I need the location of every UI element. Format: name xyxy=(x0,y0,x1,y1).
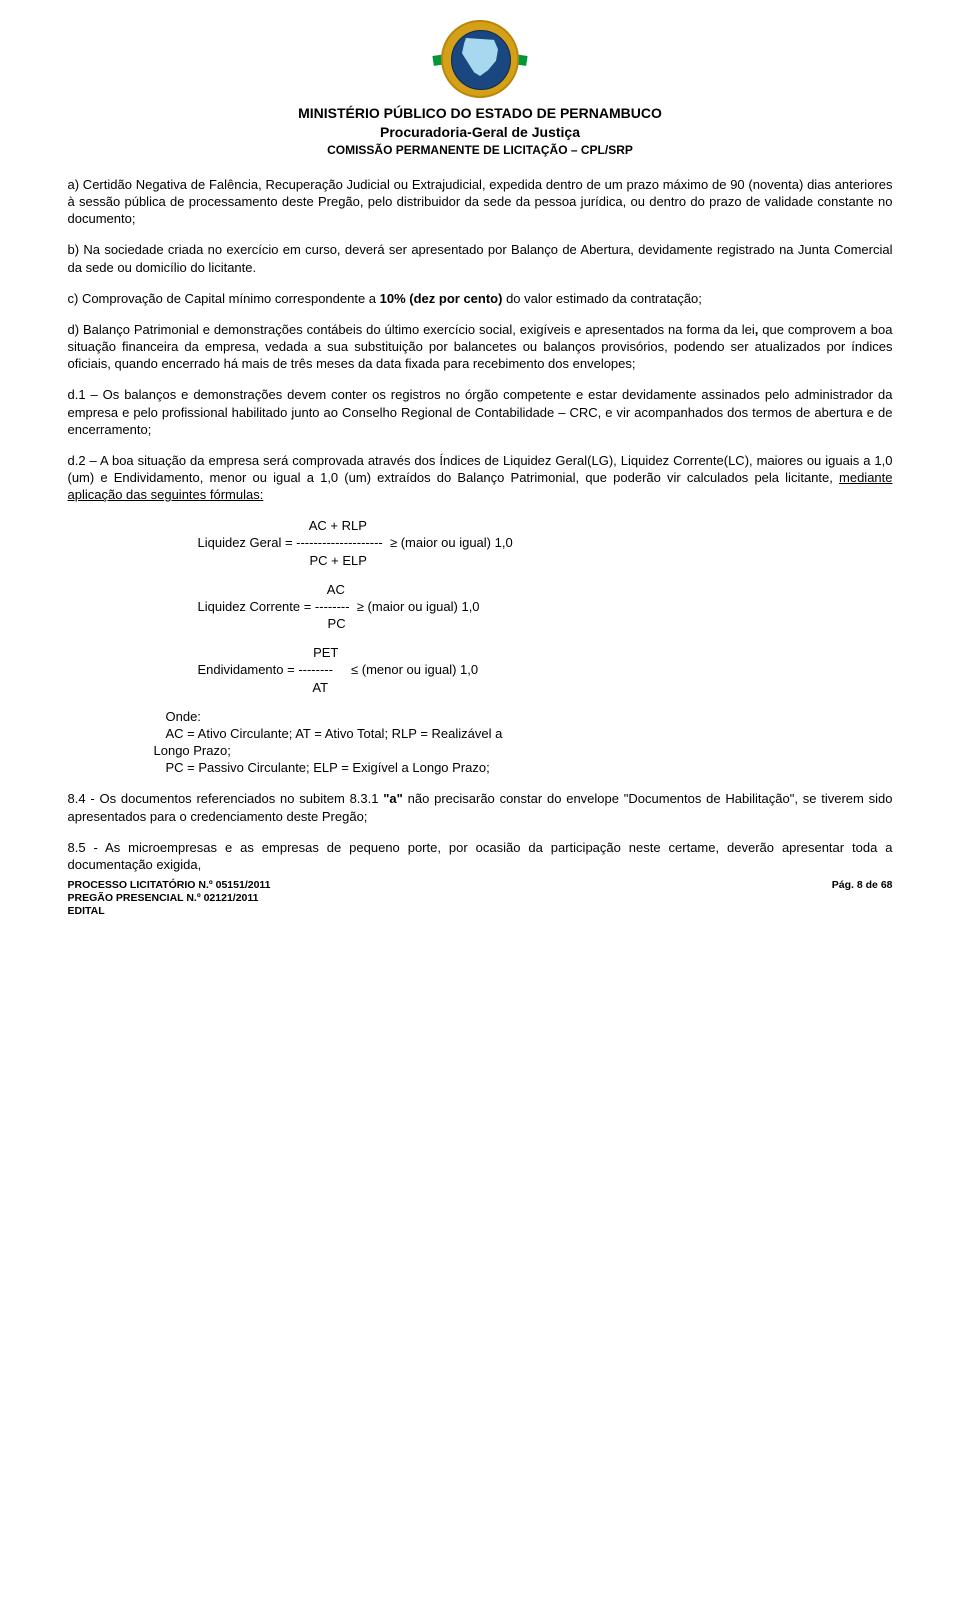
footer-edital: EDITAL xyxy=(68,905,271,918)
en-equation: Endividamento = -------- ≤ (menor ou igu… xyxy=(198,662,479,677)
paragraph-d2: d.2 – A boa situação da empresa será com… xyxy=(68,452,893,503)
paragraph-c-bold: 10% (dez por cento) xyxy=(380,291,503,306)
footer-page-number: Pág. 8 de 68 xyxy=(832,879,893,918)
footer-left: PROCESSO LICITATÓRIO N.º 05151/2011 PREG… xyxy=(68,879,271,918)
lc-numerator: AC xyxy=(198,582,345,597)
paragraph-c-pre: c) Comprovação de Capital mínimo corresp… xyxy=(68,291,380,306)
paragraph-84: 8.4 - Os documentos referenciados no sub… xyxy=(68,790,893,824)
onde-definitions: Onde: AC = Ativo Circulante; AT = Ativo … xyxy=(166,708,893,777)
lg-numerator: AC + RLP xyxy=(198,518,367,533)
footer-pregao: PREGÃO PRESENCIAL N.º 02121/2011 xyxy=(68,892,271,905)
paragraph-d2-pre: d.2 – A boa situação da empresa será com… xyxy=(68,453,893,485)
paragraph-84-bold: "a" xyxy=(383,791,403,806)
document-page: MINISTÉRIO PÚBLICO DO ESTADO DE PERNAMBU… xyxy=(68,0,893,948)
footer-processo: PROCESSO LICITATÓRIO N.º 05151/2011 xyxy=(68,879,271,892)
formula-endividamento: PET Endividamento = -------- ≤ (menor ou… xyxy=(198,644,893,695)
en-numerator: PET xyxy=(198,645,339,660)
agency-seal-logo xyxy=(441,20,519,98)
paragraph-85: 8.5 - As microempresas e as empresas de … xyxy=(68,839,893,873)
lc-denominator: PC xyxy=(198,616,346,631)
paragraph-d-pre: d) Balanço Patrimonial e demonstrações c… xyxy=(68,322,755,337)
paragraph-c-post: do valor estimado da contratação; xyxy=(502,291,701,306)
paragraph-d1: d.1 – Os balanços e demonstrações devem … xyxy=(68,386,893,437)
paragraph-a: a) Certidão Negativa de Falência, Recupe… xyxy=(68,176,893,227)
document-header: MINISTÉRIO PÚBLICO DO ESTADO DE PERNAMBU… xyxy=(68,20,893,158)
paragraph-d: d) Balanço Patrimonial e demonstrações c… xyxy=(68,321,893,372)
document-footer: PROCESSO LICITATÓRIO N.º 05151/2011 PREG… xyxy=(68,879,893,918)
formula-liquidez-corrente: AC Liquidez Corrente = -------- ≥ (maior… xyxy=(198,581,893,632)
onde-line2: Longo Prazo; xyxy=(154,742,893,759)
paragraph-c: c) Comprovação de Capital mínimo corresp… xyxy=(68,290,893,307)
paragraph-84-pre: 8.4 - Os documentos referenciados no sub… xyxy=(68,791,384,806)
header-subtitle: Procuradoria-Geral de Justiça xyxy=(68,123,893,142)
lg-equation: Liquidez Geral = -------------------- ≥ … xyxy=(198,535,513,550)
header-commission: COMISSÃO PERMANENTE DE LICITAÇÃO – CPL/S… xyxy=(68,142,893,158)
document-body: a) Certidão Negativa de Falência, Recupe… xyxy=(68,176,893,873)
en-denominator: AT xyxy=(198,680,329,695)
lc-equation: Liquidez Corrente = -------- ≥ (maior ou… xyxy=(198,599,480,614)
formula-liquidez-geral: AC + RLP Liquidez Geral = --------------… xyxy=(198,517,893,568)
paragraph-b: b) Na sociedade criada no exercício em c… xyxy=(68,241,893,275)
onde-line3: PC = Passivo Circulante; ELP = Exigível … xyxy=(166,759,893,776)
lg-denominator: PC + ELP xyxy=(198,553,367,568)
onde-line1: AC = Ativo Circulante; AT = Ativo Total;… xyxy=(166,725,893,742)
header-title: MINISTÉRIO PÚBLICO DO ESTADO DE PERNAMBU… xyxy=(68,104,893,123)
onde-label: Onde: xyxy=(166,708,893,725)
